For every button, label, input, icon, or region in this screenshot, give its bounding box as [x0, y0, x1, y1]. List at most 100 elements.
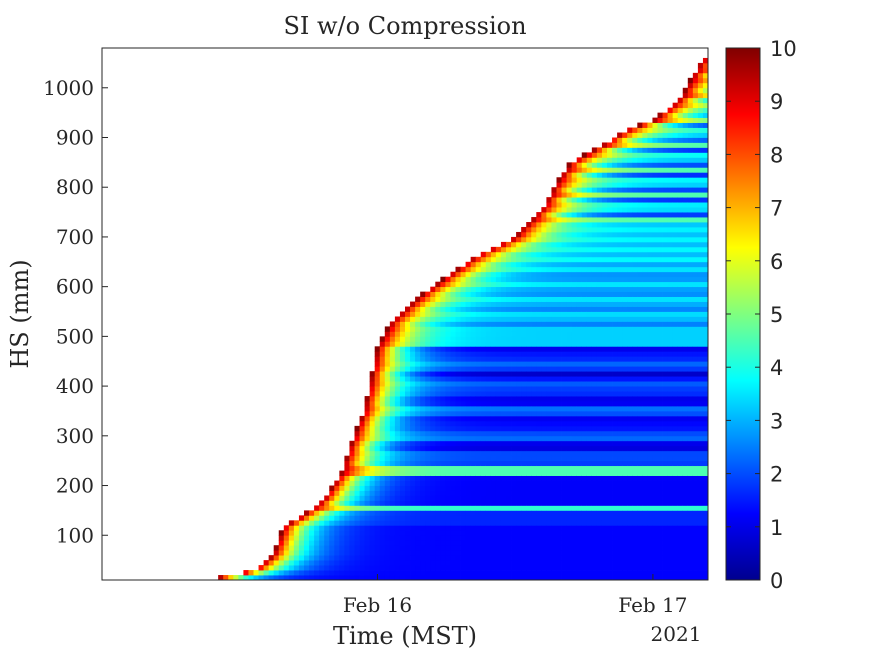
heatmap-cell [526, 331, 532, 337]
heatmap-cell [536, 266, 542, 273]
heatmap-cell [546, 560, 552, 566]
heatmap-cell [596, 226, 603, 233]
heatmap-cell [480, 316, 487, 322]
heatmap-cell [410, 525, 416, 531]
heatmap-cell [576, 415, 583, 422]
heatmap-cell [622, 251, 628, 258]
heatmap-cell [551, 236, 557, 243]
heatmap-cell [511, 470, 517, 476]
heatmap-cell [682, 495, 689, 501]
heatmap-cell [652, 331, 658, 337]
heatmap-cell [672, 306, 679, 312]
heatmap-cell [440, 425, 446, 432]
heatmap-cell [430, 575, 436, 580]
heatmap-cell [667, 172, 674, 178]
heatmap-cell [399, 475, 406, 481]
heatmap-cell [516, 520, 522, 526]
heatmap-cell [475, 550, 482, 556]
heatmap-cell [506, 575, 512, 580]
heatmap-cell [591, 475, 598, 481]
heatmap-cell [455, 366, 461, 372]
heatmap-cell [506, 271, 512, 278]
heatmap-cell [500, 450, 507, 457]
heatmap-cell [556, 182, 562, 188]
heatmap-cell [576, 465, 583, 472]
heatmap-cell [425, 535, 431, 541]
heatmap-cell [551, 301, 557, 307]
heatmap-cell [677, 127, 684, 133]
heatmap-cell [642, 480, 648, 486]
heatmap-cell [541, 366, 547, 372]
heatmap-cell [455, 321, 461, 327]
heatmap-cell [652, 425, 658, 432]
heatmap-cell [440, 311, 446, 317]
heatmap-cell [607, 341, 613, 347]
heatmap-cell [389, 445, 396, 452]
heatmap-cell [344, 520, 350, 526]
heatmap-cell [516, 540, 522, 546]
heatmap-cell [455, 361, 461, 367]
heatmap-cell [571, 455, 578, 462]
heatmap-cell [354, 535, 360, 541]
heatmap-cell [586, 490, 593, 496]
heatmap-cell [500, 435, 507, 442]
heatmap-cell [440, 430, 446, 437]
heatmap-cell [657, 296, 663, 302]
heatmap-cell [480, 435, 487, 442]
heatmap-cell [506, 505, 512, 511]
heatmap-cell [627, 555, 633, 561]
heatmap-cell [511, 545, 517, 551]
heatmap-cell [642, 251, 648, 258]
heatmap-cell [526, 361, 532, 367]
heatmap-cell [546, 465, 552, 472]
heatmap-cell [586, 356, 593, 362]
heatmap-cell [677, 197, 684, 203]
heatmap-cell [475, 366, 482, 372]
heatmap-cell [445, 560, 451, 566]
heatmap-cell [617, 336, 623, 342]
heatmap-cell [627, 356, 633, 362]
heatmap-cell [647, 480, 653, 486]
heatmap-cell [521, 550, 527, 556]
heatmap-cell [566, 226, 573, 233]
heatmap-cell [627, 430, 633, 437]
heatmap-cell [440, 435, 446, 442]
heatmap-cell [389, 525, 396, 531]
heatmap-cell [531, 450, 537, 457]
heatmap-cell [399, 445, 406, 452]
heatmap-cell [652, 376, 658, 382]
heatmap-cell [389, 460, 396, 467]
heatmap-cell [622, 167, 628, 173]
heatmap-cell [571, 540, 578, 546]
heatmap-cell [536, 236, 542, 243]
heatmap-cell [662, 162, 668, 168]
heatmap-cell [425, 455, 431, 462]
heatmap-cell [263, 560, 270, 566]
heatmap-cell [627, 425, 633, 432]
heatmap-cell [369, 560, 376, 566]
heatmap-cell [571, 231, 578, 238]
heatmap-cell [460, 420, 466, 427]
heatmap-cell [405, 401, 411, 407]
heatmap-cell [460, 425, 466, 432]
heatmap-cell [596, 381, 603, 387]
heatmap-cell [571, 356, 578, 362]
heatmap-cell [450, 540, 456, 546]
heatmap-cell [571, 172, 578, 178]
heatmap-cell [455, 386, 461, 392]
heatmap-cell [500, 351, 507, 357]
heatmap-cell [531, 575, 537, 580]
heatmap-cell [667, 336, 674, 342]
heatmap-cell [374, 495, 381, 501]
heatmap-cell [410, 575, 416, 580]
heatmap-cell [581, 207, 588, 213]
heatmap-cell [546, 410, 552, 417]
heatmap-cell [566, 410, 573, 417]
heatmap-cell [617, 540, 623, 546]
heatmap-cell [586, 520, 593, 526]
heatmap-cell [672, 415, 679, 422]
heatmap-cell [546, 231, 552, 238]
heatmap-cell [576, 231, 583, 238]
heatmap-cell [526, 575, 532, 580]
heatmap-cell [596, 396, 603, 402]
